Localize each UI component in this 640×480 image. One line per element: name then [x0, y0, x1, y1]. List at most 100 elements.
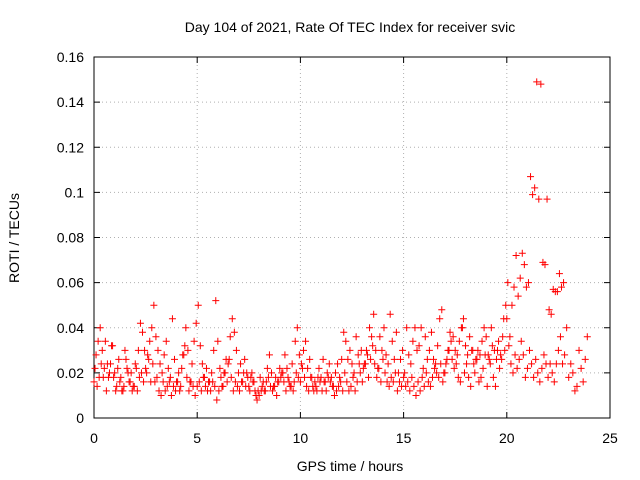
data-point	[346, 346, 354, 354]
data-point	[519, 351, 527, 359]
data-point	[113, 382, 121, 390]
data-point	[495, 337, 503, 345]
data-point	[102, 387, 110, 395]
data-point	[514, 292, 522, 300]
data-point	[254, 387, 262, 395]
data-point	[324, 373, 332, 381]
data-point	[96, 324, 104, 332]
data-point	[376, 333, 384, 341]
data-point	[402, 382, 410, 390]
x-tick-label: 5	[193, 430, 201, 446]
data-point	[577, 364, 585, 372]
data-point	[277, 373, 285, 381]
data-point	[103, 360, 111, 368]
data-point	[430, 355, 438, 363]
data-point	[294, 373, 302, 381]
data-point	[283, 364, 291, 372]
y-tick-label: 0.02	[57, 365, 84, 381]
data-point	[227, 373, 235, 381]
data-point	[331, 369, 339, 377]
data-point	[395, 378, 403, 386]
data-point	[475, 378, 483, 386]
data-point	[462, 342, 470, 350]
data-point	[390, 355, 398, 363]
data-point	[393, 387, 401, 395]
data-point	[120, 382, 128, 390]
data-point	[407, 360, 415, 368]
data-point	[532, 355, 540, 363]
data-point	[435, 373, 443, 381]
data-point	[438, 306, 446, 314]
data-point	[122, 355, 130, 363]
data-point	[497, 351, 505, 359]
x-tick-label: 25	[602, 430, 618, 446]
data-point	[343, 378, 351, 386]
data-point	[526, 346, 534, 354]
data-point	[233, 382, 241, 390]
data-point	[535, 195, 543, 203]
y-tick-label: 0.06	[57, 275, 84, 291]
data-point	[336, 373, 344, 381]
data-point	[288, 360, 296, 368]
data-point	[561, 351, 569, 359]
data-point	[176, 387, 184, 395]
data-point	[505, 342, 513, 350]
data-point	[116, 378, 124, 386]
data-point	[217, 373, 225, 381]
data-point	[200, 373, 208, 381]
data-point	[118, 387, 126, 395]
data-point	[545, 306, 553, 314]
data-point	[524, 279, 532, 287]
data-point	[423, 355, 431, 363]
data-point	[265, 351, 273, 359]
data-point	[424, 378, 432, 386]
data-point	[197, 387, 205, 395]
data-point	[442, 360, 450, 368]
data-point	[485, 355, 493, 363]
data-point	[481, 351, 489, 359]
data-point	[344, 355, 352, 363]
data-point	[221, 369, 229, 377]
data-point	[151, 378, 159, 386]
data-point	[136, 319, 144, 327]
data-point	[212, 297, 220, 305]
data-point	[105, 369, 113, 377]
data-point	[314, 373, 322, 381]
data-point	[207, 387, 215, 395]
data-point	[496, 364, 504, 372]
data-point	[428, 373, 436, 381]
data-point	[449, 333, 457, 341]
data-points	[90, 78, 591, 404]
data-point	[356, 369, 364, 377]
data-point	[480, 324, 488, 332]
data-point	[281, 351, 289, 359]
data-point	[145, 355, 153, 363]
data-point	[544, 373, 552, 381]
data-point	[464, 351, 472, 359]
data-point	[392, 328, 400, 336]
data-point	[533, 78, 541, 86]
data-point	[354, 351, 362, 359]
data-point	[387, 373, 395, 381]
data-point	[411, 324, 419, 332]
data-point	[250, 378, 258, 386]
data-point	[431, 364, 439, 372]
data-point	[160, 351, 168, 359]
data-point	[164, 364, 172, 372]
data-point	[507, 360, 515, 368]
data-point	[567, 360, 575, 368]
data-point	[536, 378, 544, 386]
data-point	[511, 351, 519, 359]
data-point	[518, 249, 526, 257]
data-point	[134, 346, 142, 354]
data-point	[115, 355, 123, 363]
y-tick-label: 0.08	[57, 230, 84, 246]
data-point	[159, 378, 167, 386]
data-point	[421, 333, 429, 341]
data-point	[209, 378, 217, 386]
data-point	[264, 373, 272, 381]
data-point	[224, 360, 232, 368]
data-point	[153, 373, 161, 381]
data-point	[412, 391, 420, 399]
data-point	[352, 333, 360, 341]
